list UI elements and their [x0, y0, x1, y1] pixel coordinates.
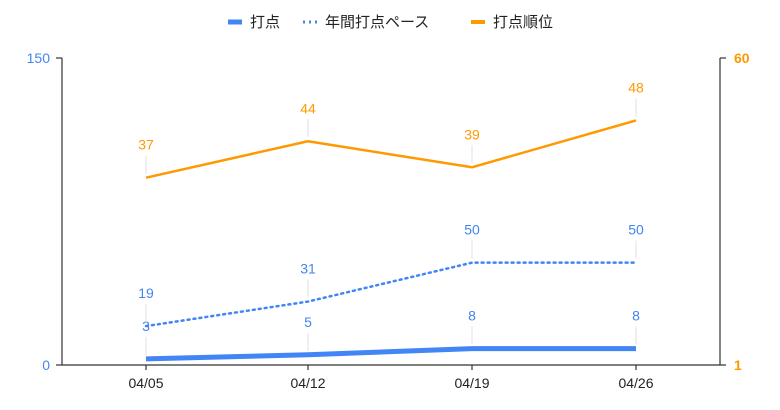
legend-label: 打点順位	[493, 13, 553, 31]
right-tick-label: 1	[734, 357, 742, 373]
x-tick-label: 04/12	[290, 375, 325, 391]
series-line-2	[145, 119, 637, 179]
data-label: 48	[628, 79, 644, 95]
data-label: 31	[300, 261, 316, 277]
x-tick-label: 04/05	[128, 375, 163, 391]
data-label: 50	[628, 222, 644, 238]
data-label: 37	[138, 137, 154, 153]
data-label: 39	[464, 126, 480, 142]
data-label: 8	[632, 308, 640, 324]
data-label: 8	[468, 308, 476, 324]
series-line-1	[144, 261, 638, 328]
axes: 0 150 1 60 04/05 04/12 04/19 04/26	[27, 50, 750, 391]
legend-label: 年間打点ペース	[325, 13, 429, 31]
right-tick-label: 60	[734, 50, 750, 66]
left-tick-label: 150	[27, 50, 51, 66]
data-label: 19	[138, 285, 154, 301]
x-tick-label: 04/19	[454, 375, 489, 391]
data-label: 5	[304, 314, 312, 330]
series-line-0	[145, 346, 636, 362]
data-label: 50	[464, 222, 480, 238]
x-tick-label: 04/26	[618, 375, 653, 391]
legend-label: 打点	[250, 13, 280, 31]
data-label: 44	[300, 100, 316, 116]
left-tick-label: 0	[42, 357, 50, 373]
legend: 打点 年間打点ペース 打点順位	[228, 13, 553, 31]
